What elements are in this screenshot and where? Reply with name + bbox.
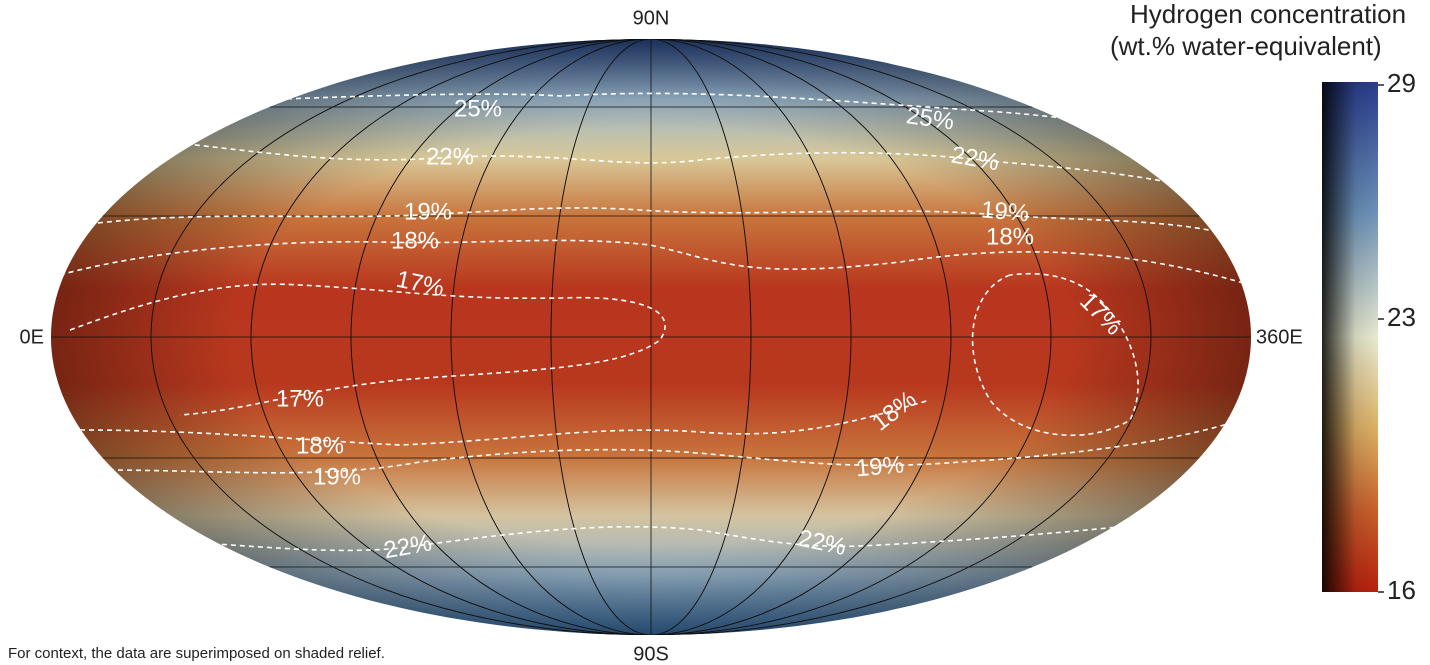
- contour-label: 18%: [986, 223, 1034, 250]
- legend-subtitle: (wt.% water-equivalent): [1110, 31, 1382, 61]
- colorbar-tick-label: 29: [1387, 68, 1416, 98]
- contour-label: 18%: [296, 432, 344, 459]
- footnote: For context, the data are superimposed o…: [8, 645, 385, 662]
- legend-title: Hydrogen concentration: [1130, 0, 1406, 29]
- contour-label: 17%: [276, 385, 324, 412]
- west-label: 0E: [20, 326, 44, 348]
- colorbar-tick-label: 16: [1387, 575, 1416, 605]
- contour-label: 22%: [426, 143, 474, 170]
- contour-label: 25%: [454, 95, 502, 122]
- colorbar-tick-label: 23: [1387, 302, 1416, 332]
- contour-label: 19%: [404, 198, 452, 225]
- map: 25% 25%22% 22%19% 19%18% 18%17%17%17% 18%18%1…: [51, 39, 1251, 635]
- south-label: 90S: [633, 643, 669, 665]
- colorbar: 16 23 29: [1322, 68, 1416, 605]
- contour-label: 19%: [855, 451, 905, 482]
- contours: [59, 92, 1251, 552]
- north-label: 90N: [633, 7, 670, 29]
- contour-label: 19%: [980, 196, 1030, 227]
- colorbar-shade: [1322, 82, 1378, 592]
- contour-label: 18%: [391, 227, 439, 254]
- contour-label: 19%: [313, 463, 361, 490]
- east-label: 360E: [1256, 326, 1303, 348]
- contour-label: 25%: [904, 102, 955, 135]
